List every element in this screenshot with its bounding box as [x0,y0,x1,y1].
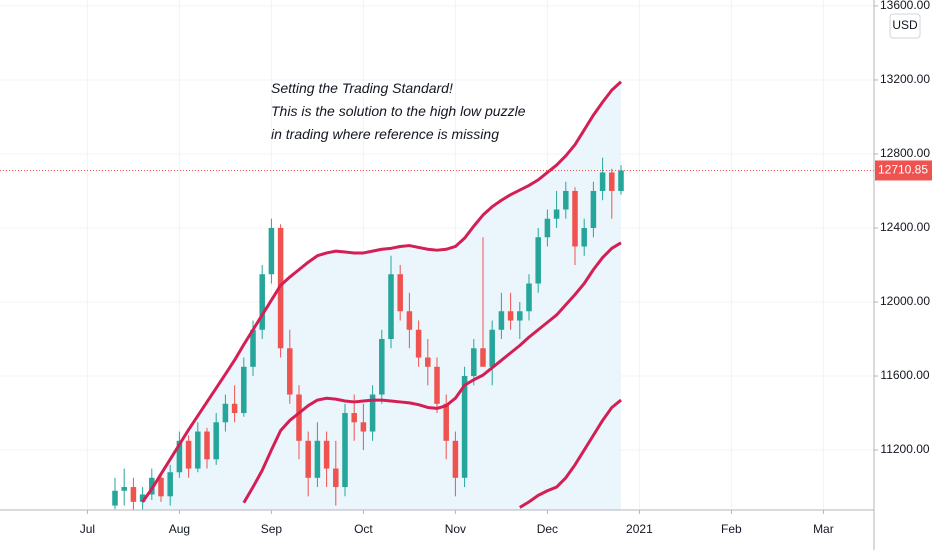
x-tick-label: Feb [721,522,742,536]
candle-body [231,403,238,414]
candle-body [222,403,229,423]
candle-body [452,440,459,478]
candle-body [314,440,321,478]
candle-body [609,172,615,191]
candle-body [443,403,449,441]
candle-body [406,311,413,330]
candle-body [333,468,339,488]
candle-body [498,311,505,330]
candle-body [425,357,431,367]
x-tick-label: Aug [169,522,190,536]
annotation-line: This is the solution to the high low puz… [271,103,526,119]
candle-body [415,329,422,358]
candle-body [618,170,624,191]
candle-body [268,227,275,275]
candle-body [544,218,551,238]
candle-body [388,274,394,340]
y-tick-label: 13600.00 [880,0,930,12]
candle-body [241,366,247,414]
candle-body [185,440,192,469]
band-fill [142,81,621,510]
x-tick-label: Nov [445,522,466,536]
annotation-line: in trading where reference is missing [271,126,499,142]
candle-body [130,487,137,502]
candle-body [305,440,311,478]
plot-area [0,80,874,510]
y-tick-label: 12000.00 [880,294,930,308]
x-tick-label: Mar [813,522,834,536]
candle-body [480,348,486,367]
y-tick-label: 12800.00 [880,146,930,160]
candle-body [369,394,376,432]
currency: USD [892,18,918,32]
band-line [242,241,622,504]
candle-body [590,190,597,228]
x-tick-label: 2021 [626,522,653,536]
candle-body [158,477,164,497]
candle-body [599,172,606,191]
y-tick-label: 12400.00 [880,220,930,234]
candle-body [259,274,265,330]
candle-body [489,329,495,367]
candle-body [112,490,118,506]
candle-body [195,431,201,469]
y-tick-label: 13200.00 [880,72,930,86]
candle-body [397,274,403,312]
annotation-line: Setting the Trading Standard! [271,80,453,96]
candle-body [323,440,330,469]
x-tick-label: Oct [354,522,373,536]
candle-body [572,190,578,247]
last-price-label: 12710.85 [878,163,928,177]
candle-body [434,366,440,404]
candle-body [213,422,219,460]
candle-body [526,283,532,312]
candle-body [461,376,468,478]
x-tick-label: Jul [80,522,95,536]
candle-body [471,348,477,377]
band-line [141,80,623,503]
candle-body [176,440,183,473]
candle-body [360,422,367,432]
y-tick-label: 11600.00 [880,368,929,382]
candle-body [287,348,293,395]
y-tick-label: 11200.00 [880,442,929,456]
candle-body [535,237,541,284]
currency-box[interactable] [889,13,921,39]
x-tick-label: Sep [261,522,283,536]
candle-body [351,413,357,423]
candle-body [204,431,210,460]
x-tick-label: Dec [537,522,558,536]
candle-body [250,329,256,367]
axes: 11200.00 11600.00 12000.00 12400.00 12800.00… [80,0,931,536]
band-line [519,398,622,509]
candle-body [342,413,348,488]
candle-body [121,487,127,491]
candle-body [139,494,146,502]
candle-body [167,472,173,497]
candle-body [563,190,569,210]
candle-body [507,311,514,321]
candle-body [581,227,587,247]
candle-body [517,311,523,321]
candle-body [379,339,385,395]
last-price-badge [875,160,932,181]
candle-body [553,209,560,219]
candle-body [296,394,302,441]
